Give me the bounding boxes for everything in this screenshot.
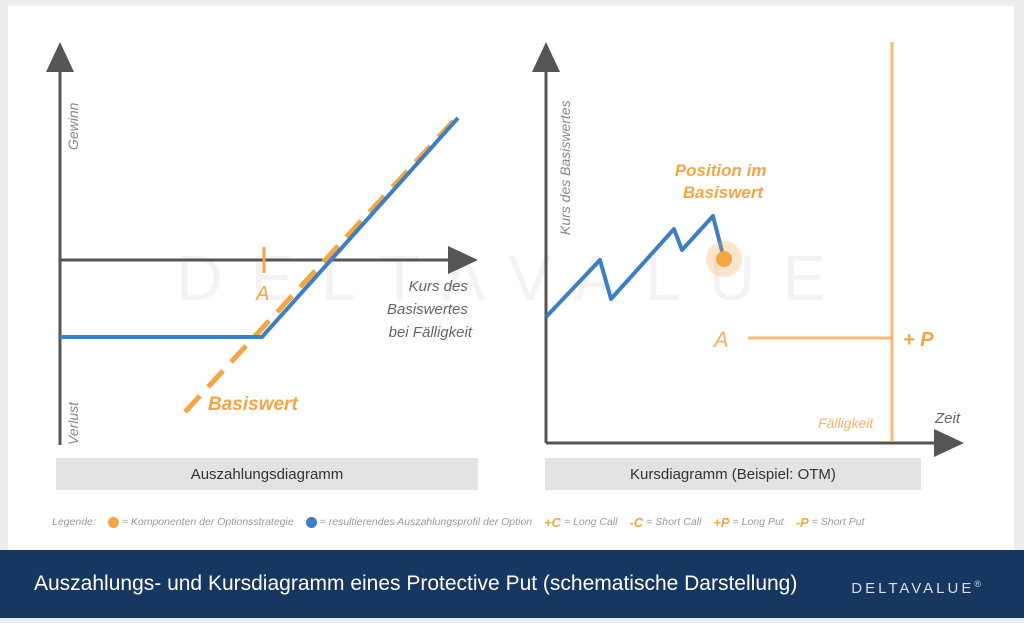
left-x-axis-label-line-3: bei Fälligkeit bbox=[389, 324, 473, 341]
brand-name: DELTAVALUE bbox=[851, 580, 975, 597]
legend-long-put-text: = Long Put bbox=[732, 516, 784, 528]
brand-registered-mark: ® bbox=[974, 579, 984, 589]
diagram-card bbox=[8, 6, 1014, 610]
footer-title: Auszahlungs- und Kursdiagramm eines Prot… bbox=[34, 572, 798, 595]
legend-short-put-text: = Short Put bbox=[811, 516, 865, 528]
right-price-chart: Kurs des Basiswertes Zeit Fälligkeit A +… bbox=[532, 42, 964, 457]
position-label-line-2: Basiswert bbox=[683, 183, 765, 202]
legend: Legende: = Komponenten der Optionsstrate… bbox=[52, 512, 865, 532]
legend-long-call-text: = Long Call bbox=[564, 516, 618, 528]
orange-dot-icon bbox=[107, 516, 119, 528]
left-y-axis-bottom-label: Verlust bbox=[65, 401, 81, 445]
right-x-axis-label: Zeit bbox=[934, 410, 961, 427]
long-put-label: + P bbox=[903, 329, 934, 351]
left-strike-label: A bbox=[255, 283, 269, 305]
position-label-line-1: Position im bbox=[675, 161, 767, 180]
legend-long-put-symbol: +P bbox=[713, 514, 730, 530]
watermark: DELTAVALUE bbox=[176, 242, 853, 314]
legend-prefix: Legende: bbox=[52, 516, 96, 528]
legend-short-call-symbol: -C bbox=[629, 514, 644, 530]
underlying-label: Basiswert bbox=[208, 394, 298, 415]
underlying-price-path bbox=[544, 214, 726, 319]
maturity-label: Fälligkeit bbox=[818, 415, 874, 431]
right-y-arrowhead bbox=[532, 42, 560, 72]
right-x-arrowhead bbox=[934, 429, 964, 457]
footer-banner: Auszahlungs- und Kursdiagramm eines Prot… bbox=[0, 550, 1024, 618]
position-label: Position im Basiswert bbox=[675, 161, 771, 202]
left-x-axis-label: Kurs des Basiswertes bei Fälligkeit bbox=[387, 278, 473, 341]
right-y-axis-label: Kurs des Basiswertes bbox=[557, 100, 573, 235]
legend-long-call-symbol: +C bbox=[544, 514, 562, 530]
legend-short-put-symbol: -P bbox=[795, 514, 809, 530]
left-chart-caption: Auszahlungsdiagramm bbox=[56, 458, 478, 490]
blue-dot-icon bbox=[305, 516, 317, 528]
left-y-arrowhead bbox=[46, 42, 74, 72]
right-strike-label: A bbox=[712, 327, 729, 352]
left-payoff-chart: Gewinn Verlust Kurs des Basiswertes bei … bbox=[46, 42, 478, 445]
right-chart-caption: Kursdiagramm (Beispiel: OTM) bbox=[545, 458, 921, 490]
brand-logo: DELTAVALUE® bbox=[851, 550, 984, 618]
left-y-axis-top-label: Gewinn bbox=[65, 102, 81, 150]
left-x-axis-label-line-1: Kurs des bbox=[409, 278, 469, 295]
left-x-arrowhead bbox=[448, 246, 478, 274]
legend-short-call-text: = Short Call bbox=[646, 516, 702, 528]
legend-blue-text: = resultierendes Auszahlungsprofil der O… bbox=[319, 516, 533, 528]
protective-put-payoff-line bbox=[60, 116, 460, 339]
position-marker bbox=[716, 251, 732, 267]
legend-orange-text: = Komponenten der Optionsstrategie bbox=[121, 516, 294, 528]
left-x-axis-label-line-2: Basiswertes bbox=[387, 301, 468, 318]
